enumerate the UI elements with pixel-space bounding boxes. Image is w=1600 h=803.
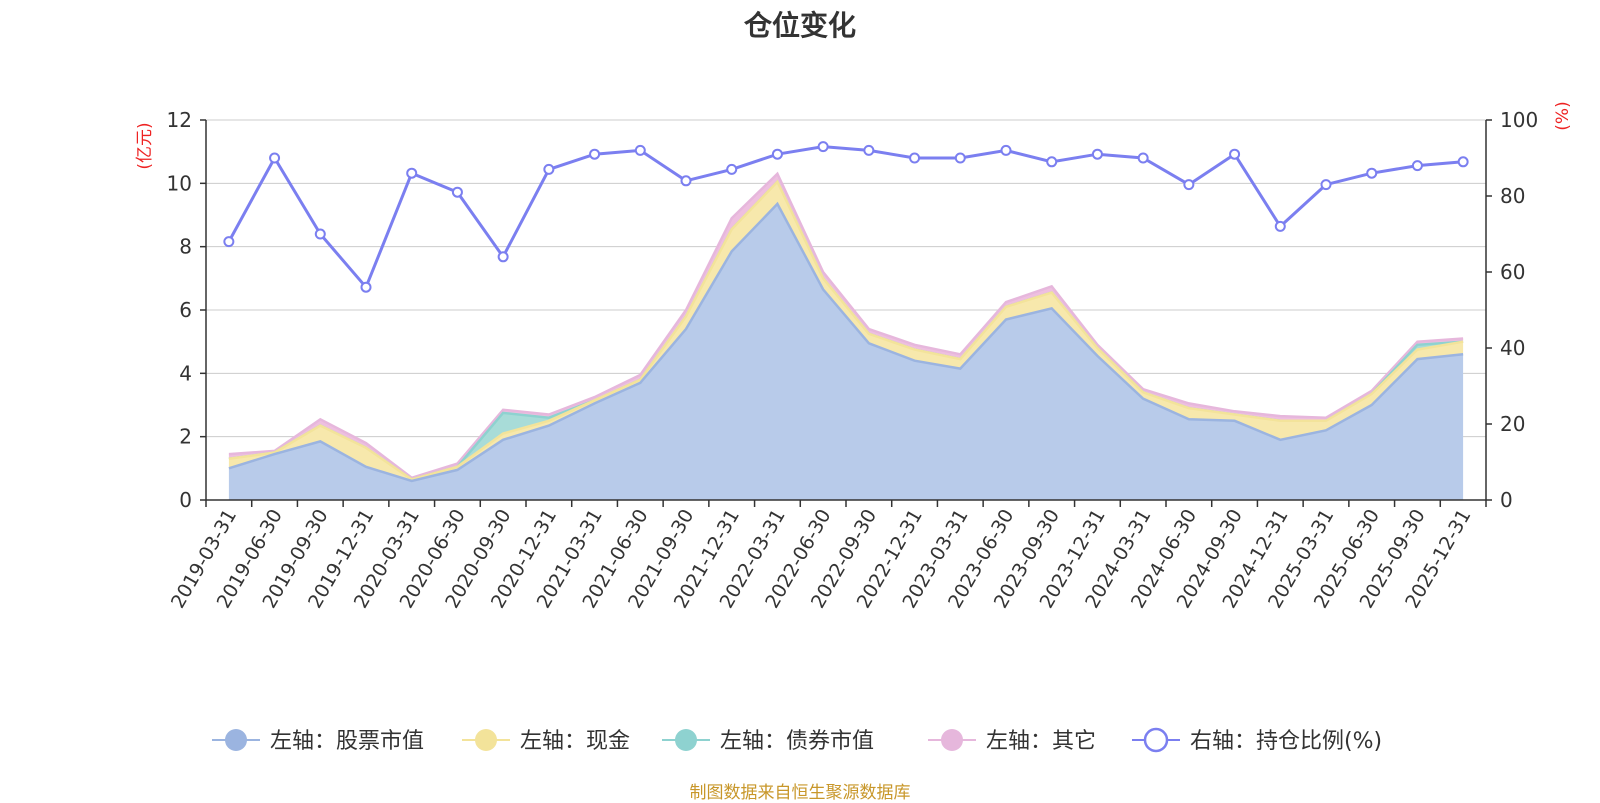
left-tick-label: 6 [179,298,192,322]
position-ratio-point [863,144,875,156]
position-ratio-point [589,148,601,160]
position-ratio-point [634,144,646,156]
position-ratio-point [1137,152,1149,164]
legend-marker-3 [675,729,697,751]
left-tick-label: 8 [179,235,192,259]
legend-marker-1 [225,729,247,751]
position-ratio-point [1320,179,1332,191]
position-ratio-point [497,251,509,263]
position-ratio-point [223,236,235,248]
position-ratio-point [1274,220,1286,232]
legend-marker-5 [1143,727,1169,753]
right-tick-label: 80 [1500,184,1525,208]
position-ratio-point [269,152,281,164]
area-edge-4 [228,171,1464,480]
left-tick-label: 2 [179,425,192,449]
area-2 [228,181,1464,482]
position-ratio-point [1046,156,1058,168]
left-tick-label: 10 [167,171,192,195]
position-ratio-point [1366,167,1378,179]
right-tick-label: 100 [1500,108,1538,132]
right-tick-label: 20 [1500,412,1525,436]
position-ratio-point [1457,156,1469,168]
position-ratio-point [680,175,692,187]
legend: 左轴：股票市值 左轴：现金 左轴：债券市值 左轴：其它 右轴：持仓比例(%) [212,727,1382,754]
position-ratio-line [223,141,1469,293]
area-edge-1 [228,201,1464,483]
position-ratio-point [543,163,555,175]
left-tick-label: 12 [167,108,192,132]
legend-label-2: 左轴：现金 [520,729,630,754]
area-1 [228,203,1464,500]
right-axis-unit: (%) [1553,101,1573,130]
area-edge-2 [228,179,1464,481]
legend-marker-4 [941,729,963,751]
right-tick-label: 60 [1500,260,1525,284]
legend-label-3: 左轴：债券市值 [720,729,874,754]
position-ratio-point [1091,148,1103,160]
position-ratio-point [771,148,783,160]
left-axis-unit: (亿元) [135,122,155,169]
position-ratio-point [1411,160,1423,172]
position-ratio-point [909,152,921,164]
position-ratio-point [360,281,372,293]
position-ratio-point [406,167,418,179]
right-tick-label: 40 [1500,336,1525,360]
position-ratio-point [817,141,829,153]
legend-marker-2 [475,729,497,751]
position-ratio-point [1183,179,1195,191]
right-tick-label: 0 [1500,488,1513,512]
left-tick-label: 4 [179,361,192,385]
position-ratio-point [954,152,966,164]
left-tick-label: 0 [179,488,192,512]
stacked-areas [228,171,1464,500]
legend-label-1: 左轴：股票市值 [270,729,424,754]
position-ratio-point [726,163,738,175]
position-ratio-point [451,186,463,198]
position-ratio-point [1229,148,1241,160]
data-source: 制图数据来自恒生聚源数据库 [689,783,911,803]
position-ratio-point [314,228,326,240]
legend-label-5: 右轴：持仓比例(%) [1190,729,1382,754]
legend-label-4: 左轴：其它 [986,729,1096,754]
chart-title: 仓位变化 [743,9,856,42]
position-ratio-point [1000,144,1012,156]
position-ratio-path [227,145,1464,291]
